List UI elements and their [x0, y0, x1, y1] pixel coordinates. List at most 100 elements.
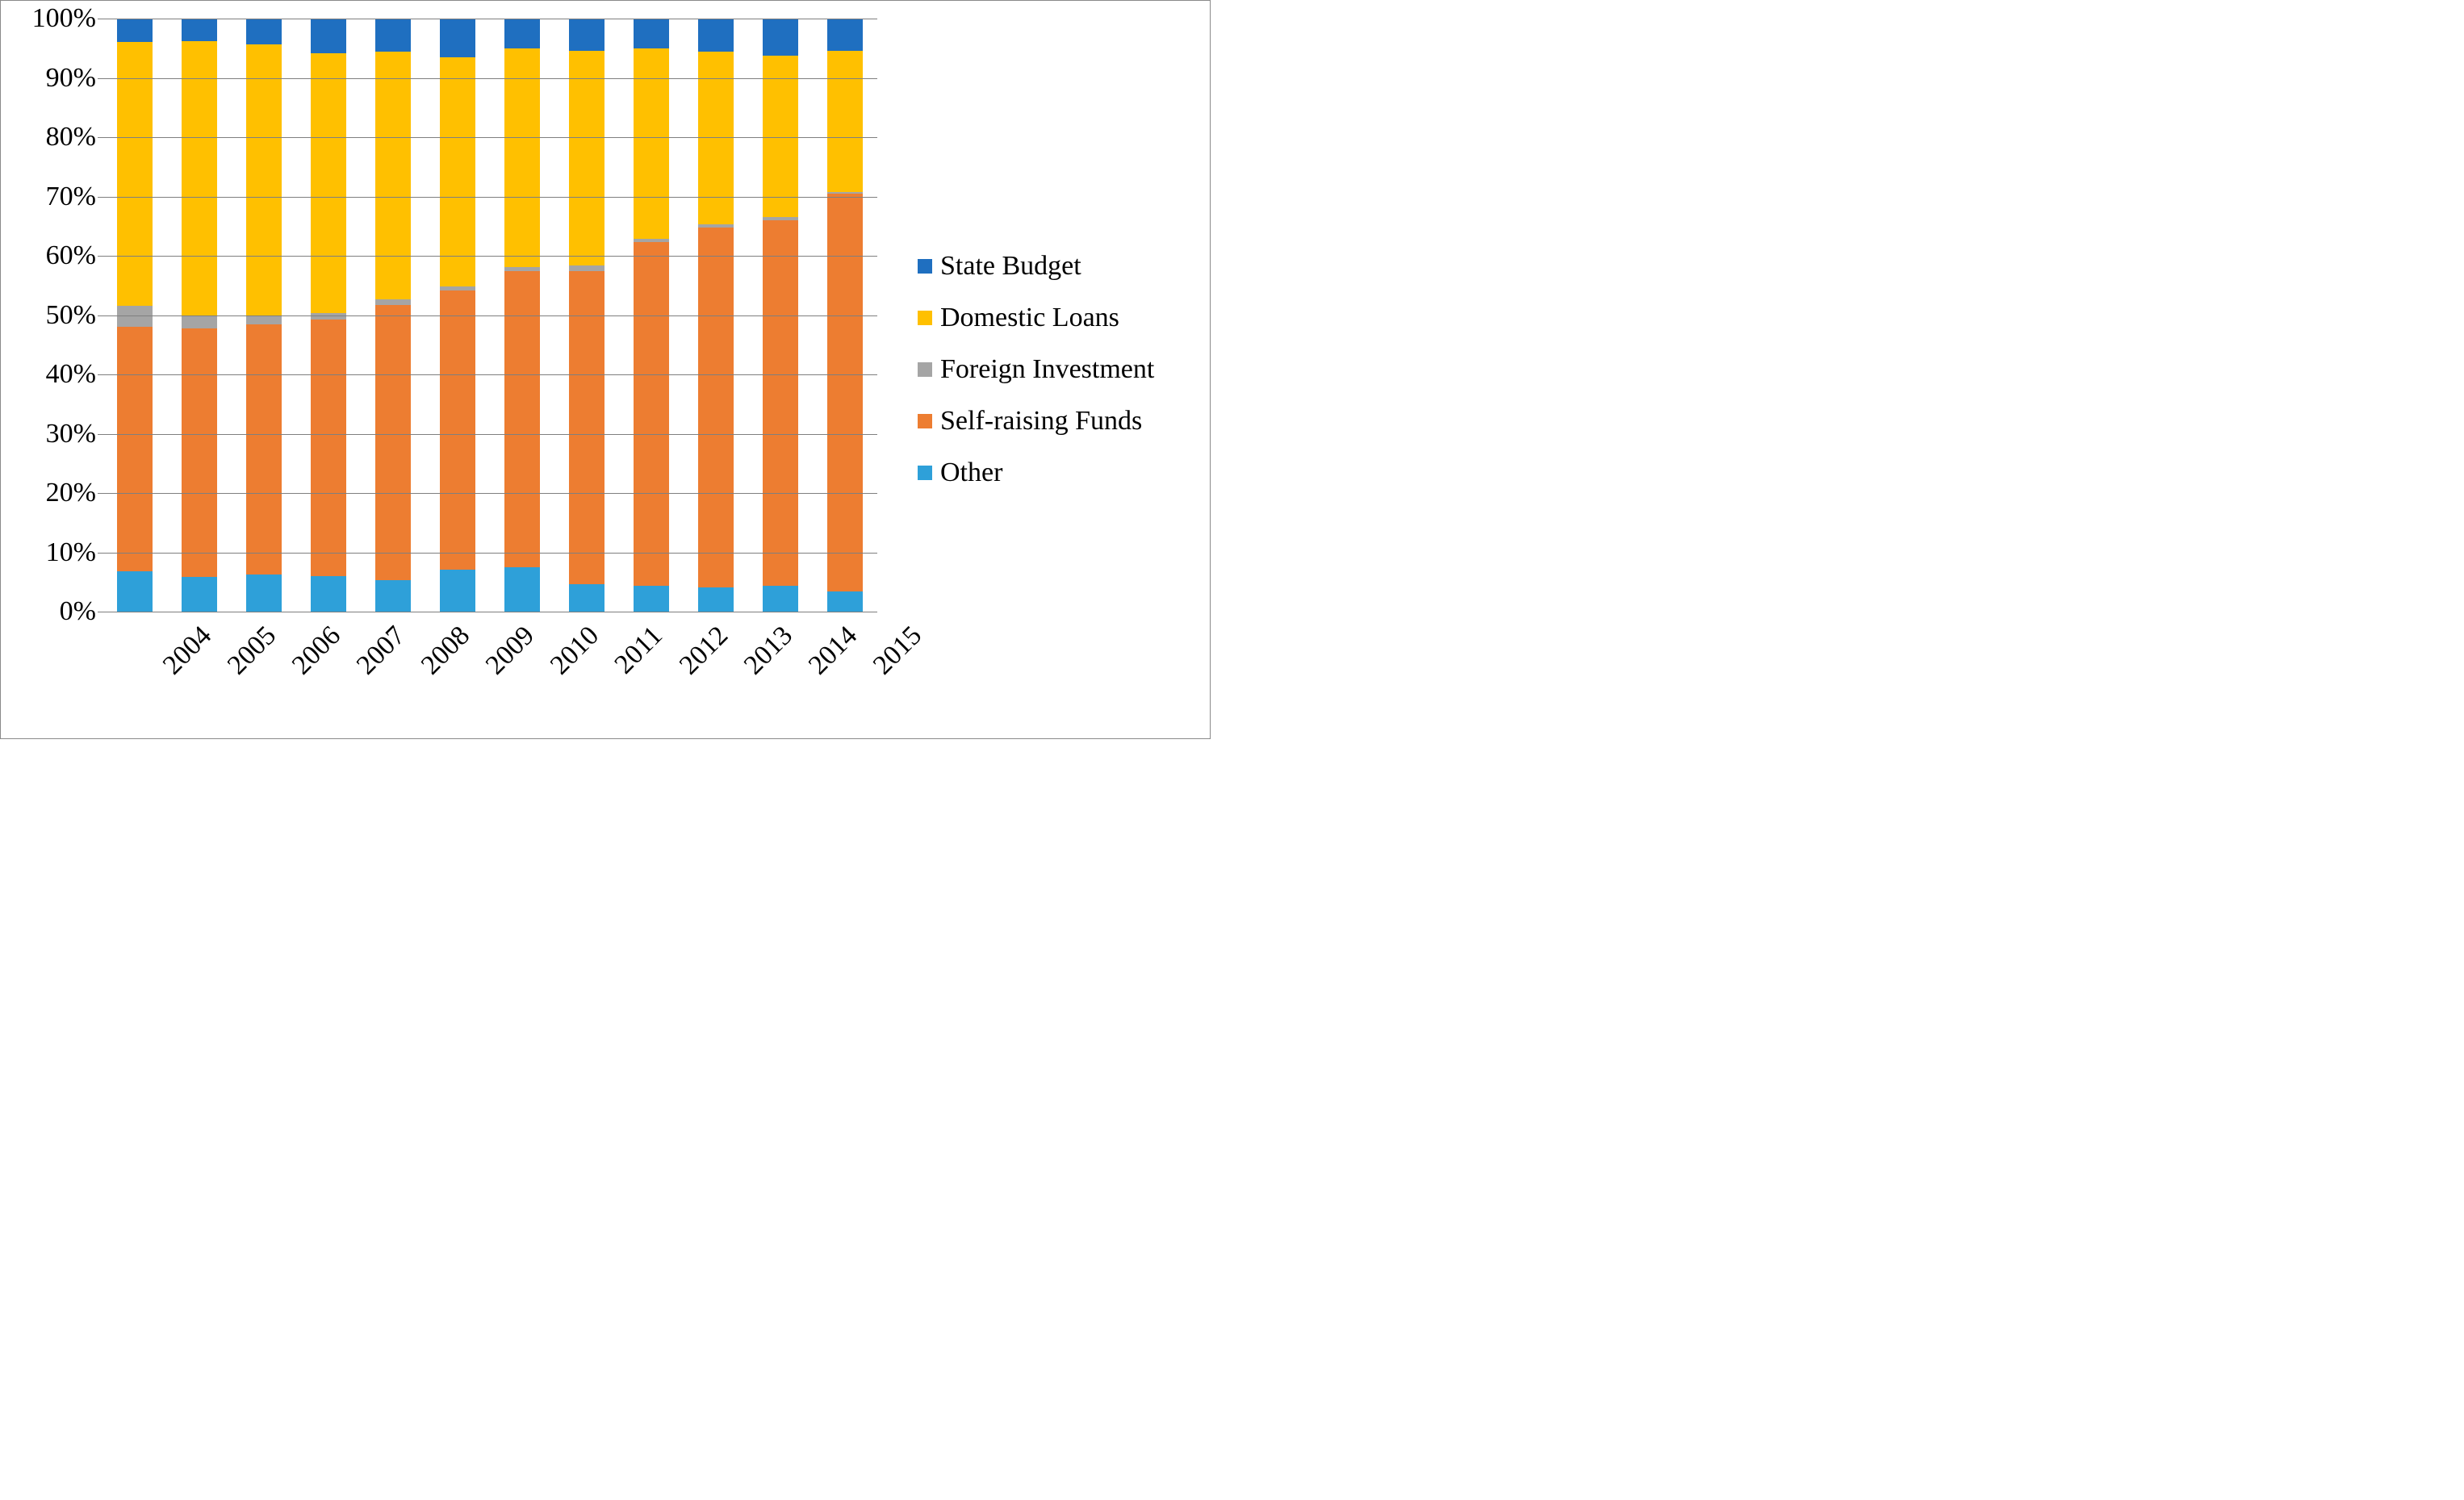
y-tick-mark [98, 315, 102, 316]
x-tick-label: 2009 [480, 620, 541, 681]
y-tick-label: 20% [46, 478, 96, 508]
y-tick-label: 50% [46, 300, 96, 331]
y-tick-label: 70% [46, 182, 96, 212]
bar-segment-state_budget [246, 19, 282, 44]
bar-segment-other [827, 591, 863, 612]
bar-segment-self_raising_funds [763, 220, 798, 586]
y-tick-mark [98, 256, 102, 257]
bar-segment-other [311, 576, 346, 612]
gridline [102, 553, 877, 554]
y-tick-label: 90% [46, 63, 96, 94]
x-tick-label: 2008 [416, 620, 476, 681]
bar-segment-foreign_investment [569, 265, 604, 271]
bar-segment-self_raising_funds [117, 327, 153, 571]
y-tick-mark [98, 434, 102, 435]
legend-label: Foreign Investment [940, 354, 1154, 385]
bar-segment-other [246, 575, 282, 612]
bar-segment-other [763, 586, 798, 612]
x-tick-label: 2010 [545, 620, 605, 681]
bar-segment-state_budget [634, 19, 669, 48]
gridline [102, 197, 877, 198]
bar-segment-other [117, 571, 153, 612]
bar-segment-self_raising_funds [182, 328, 217, 577]
gridline [102, 374, 877, 375]
x-axis-labels: 2004200520062007200820092010201120122013… [102, 616, 877, 737]
bar-segment-state_budget [698, 19, 734, 52]
bar-segment-domestic_loans [634, 48, 669, 240]
bar-segment-other [504, 567, 540, 612]
legend-swatch [918, 414, 932, 428]
x-tick-label: 2007 [351, 620, 412, 681]
legend-label: State Budget [940, 251, 1081, 282]
bar-segment-self_raising_funds [569, 271, 604, 584]
gridline [102, 434, 877, 435]
chart-area: 0%10%20%30%40%50%60%70%80%90%100% 200420… [14, 10, 893, 729]
legend-item-domestic_loans: Domestic Loans [918, 303, 1197, 333]
bar-segment-domestic_loans [117, 42, 153, 306]
bar-segment-domestic_loans [182, 41, 217, 315]
y-tick-mark [98, 374, 102, 375]
gridline [102, 315, 877, 316]
legend-item-self_raising_funds: Self-raising Funds [918, 406, 1197, 437]
y-tick-label: 40% [46, 359, 96, 390]
bar-segment-domestic_loans [440, 57, 475, 286]
y-tick-mark [98, 197, 102, 198]
x-tick-label: 2006 [287, 620, 347, 681]
legend: State Budget Domestic Loans Foreign Invest… [893, 10, 1197, 729]
legend-swatch [918, 466, 932, 480]
y-tick-label: 30% [46, 419, 96, 449]
y-tick-label: 60% [46, 240, 96, 271]
bar-segment-foreign_investment [117, 306, 153, 327]
legend-label: Self-raising Funds [940, 406, 1142, 437]
bar-segment-domestic_loans [827, 51, 863, 192]
bar-segment-other [569, 584, 604, 612]
bar-segment-state_budget [117, 19, 153, 42]
y-tick-label: 10% [46, 537, 96, 568]
bar-segment-self_raising_funds [440, 290, 475, 570]
x-tick-label: 2012 [674, 620, 734, 681]
y-tick-mark [98, 137, 102, 138]
bar-segment-state_budget [182, 19, 217, 41]
bar-segment-foreign_investment [311, 313, 346, 320]
legend-item-other: Other [918, 458, 1197, 488]
gridline [102, 256, 877, 257]
y-tick-label: 100% [32, 3, 96, 34]
bar-segment-domestic_loans [246, 44, 282, 316]
x-tick-label: 2014 [803, 620, 864, 681]
bar-segment-state_budget [763, 19, 798, 56]
x-tick-label: 2004 [157, 620, 218, 681]
bar-segment-self_raising_funds [634, 242, 669, 586]
bar-segment-self_raising_funds [311, 320, 346, 576]
bar-segment-other [698, 587, 734, 612]
legend-item-state_budget: State Budget [918, 251, 1197, 282]
x-tick-label: 2005 [222, 620, 282, 681]
legend-swatch [918, 362, 932, 377]
bar-segment-state_budget [375, 19, 411, 52]
bar-segment-state_budget [311, 19, 346, 53]
bar-segment-foreign_investment [246, 316, 282, 324]
chart-container: 0%10%20%30%40%50%60%70%80%90%100% 200420… [0, 0, 1211, 739]
bar-segment-domestic_loans [504, 48, 540, 267]
bar-segment-foreign_investment [375, 299, 411, 305]
y-axis: 0%10%20%30%40%50%60%70%80%90%100% [14, 10, 102, 612]
x-tick-label: 2013 [738, 620, 799, 681]
gridline [102, 78, 877, 79]
bar-segment-self_raising_funds [246, 324, 282, 574]
bar-segment-foreign_investment [182, 315, 217, 328]
plot-area [102, 19, 877, 612]
bar-segment-other [182, 577, 217, 612]
bar-segment-other [440, 570, 475, 612]
legend-swatch [918, 311, 932, 325]
bar-segment-state_budget [504, 19, 540, 48]
gridline [102, 137, 877, 138]
bar-segment-self_raising_funds [375, 305, 411, 580]
bar-segment-state_budget [440, 19, 475, 57]
legend-label: Other [940, 458, 1002, 488]
bar-segment-domestic_loans [375, 52, 411, 299]
bar-segment-self_raising_funds [827, 194, 863, 591]
y-tick-label: 80% [46, 122, 96, 153]
bar-segment-self_raising_funds [698, 228, 734, 587]
bar-segment-other [375, 580, 411, 612]
y-tick-mark [98, 78, 102, 79]
legend-swatch [918, 259, 932, 274]
